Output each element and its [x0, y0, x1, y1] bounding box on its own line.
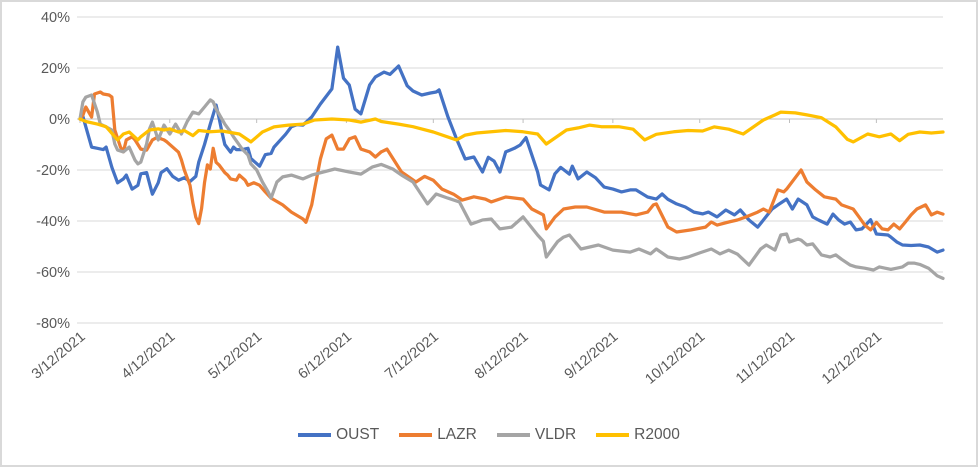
y-axis-label: -20% — [36, 163, 70, 179]
series-line-r2000 — [78, 110, 945, 146]
legend-swatch-r2000 — [596, 433, 630, 437]
x-axis-label: 3/12/2021 — [29, 329, 89, 383]
legend-label: LAZR — [437, 426, 477, 444]
legend-item-vldr: VLDR — [496, 426, 577, 444]
series-line-lazr — [78, 90, 945, 234]
x-axis-label: 4/12/2021 — [119, 329, 179, 383]
series-line-vldr — [78, 93, 945, 281]
x-axis-label: 10/12/2021 — [642, 329, 708, 388]
x-axis-label: 11/12/2021 — [733, 329, 798, 387]
legend-swatch-oust — [298, 433, 332, 437]
y-axis-label: -60% — [36, 265, 70, 281]
y-axis-label: 40% — [41, 10, 70, 26]
x-axis-label: 5/12/2021 — [206, 329, 266, 383]
legend-item-lazr: LAZR — [399, 427, 477, 443]
y-axis-label: 20% — [41, 61, 70, 77]
legend-item-oust: OUST — [298, 427, 379, 443]
x-axis-label: 8/12/2021 — [472, 329, 532, 383]
series-line-oust — [78, 45, 945, 254]
x-axis-label: 6/12/2021 — [295, 329, 355, 383]
y-axis-label: -80% — [36, 316, 70, 332]
chart-legend: OUST LAZR VLDR R2000 — [2, 423, 976, 447]
legend-swatch-lazr — [399, 433, 433, 437]
legend-label: R2000 — [634, 426, 680, 444]
y-axis-label: -40% — [36, 214, 70, 230]
legend-label: VLDR — [534, 426, 577, 444]
x-axis-label: 12/12/2021 — [819, 329, 885, 388]
x-axis-label: 9/12/2021 — [562, 329, 622, 383]
x-axis-label: 7/12/2021 — [382, 329, 442, 383]
legend-item-r2000: R2000 — [596, 427, 680, 443]
legend-label: OUST — [336, 426, 380, 444]
legend-swatch-vldr — [496, 433, 530, 437]
y-axis-label: 0% — [49, 112, 70, 128]
